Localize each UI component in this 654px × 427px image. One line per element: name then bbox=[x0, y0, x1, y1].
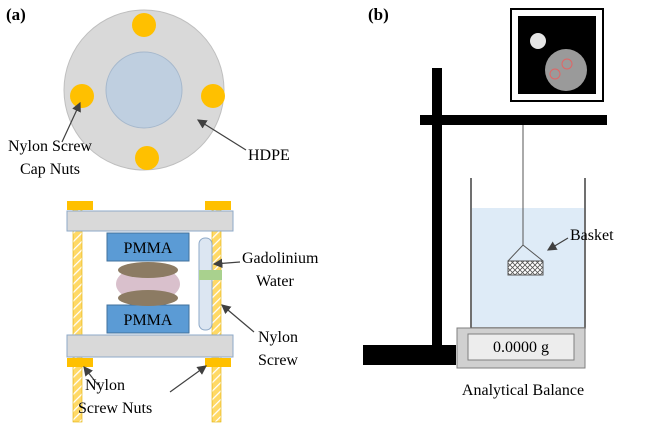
panel-label: (a) bbox=[6, 5, 26, 24]
roi bbox=[561, 58, 573, 70]
arrow bbox=[212, 258, 241, 269]
annotation: HDPE bbox=[248, 147, 290, 164]
roi bbox=[549, 68, 561, 80]
nut bbox=[205, 358, 231, 367]
cap-nut bbox=[67, 201, 93, 210]
tube bbox=[198, 237, 213, 331]
annotation: Screw Nuts bbox=[78, 400, 152, 417]
balance-reading: 0.0000 g bbox=[493, 339, 549, 356]
nut bbox=[135, 146, 159, 170]
annotation: Nylon bbox=[258, 329, 298, 346]
plate bbox=[66, 210, 234, 232]
plate bbox=[66, 334, 234, 358]
annotation: Basket bbox=[570, 227, 614, 244]
annotation: Nylon bbox=[85, 377, 125, 394]
balance-display bbox=[467, 333, 575, 361]
water-band bbox=[199, 270, 222, 280]
basket-hanger bbox=[507, 244, 544, 262]
arrow bbox=[83, 366, 99, 386]
annotation: Screw bbox=[258, 352, 298, 369]
image-spot bbox=[530, 33, 546, 49]
stand-arm bbox=[420, 115, 607, 125]
rod bbox=[211, 203, 222, 423]
sample-area bbox=[105, 51, 183, 129]
annotation: Cap Nuts bbox=[20, 161, 80, 178]
annotation: Analytical Balance bbox=[462, 382, 584, 399]
rod bbox=[72, 203, 83, 423]
pmma bbox=[106, 232, 190, 262]
image-sample bbox=[545, 49, 587, 91]
arrow bbox=[196, 119, 247, 151]
nut bbox=[70, 84, 94, 108]
sample bbox=[118, 290, 178, 306]
annotation: Nylon Screw bbox=[8, 138, 92, 155]
annotation: Water bbox=[256, 273, 294, 290]
nut bbox=[67, 358, 93, 367]
annotation: PMMA bbox=[124, 240, 173, 257]
nut bbox=[201, 84, 225, 108]
annotation: PMMA bbox=[124, 312, 173, 329]
arrow bbox=[61, 101, 81, 143]
nut bbox=[132, 13, 156, 37]
annotation: Gadolinium bbox=[242, 250, 319, 267]
panel-a: (a) Nylon Screw Cap Nuts HDPE PMMA PMMA … bbox=[6, 5, 319, 423]
panel-b: (b) Basket 0.0000 g Analytical Balance bbox=[363, 5, 614, 399]
stand-pole bbox=[432, 68, 442, 350]
basket bbox=[507, 260, 544, 276]
arrow bbox=[169, 365, 207, 393]
sample bbox=[118, 262, 178, 278]
stand-base bbox=[363, 345, 456, 365]
panel-label: (b) bbox=[368, 5, 389, 24]
arrow bbox=[221, 304, 255, 333]
cap-nut bbox=[205, 201, 231, 210]
arrow bbox=[546, 237, 569, 251]
pmma bbox=[106, 304, 190, 334]
